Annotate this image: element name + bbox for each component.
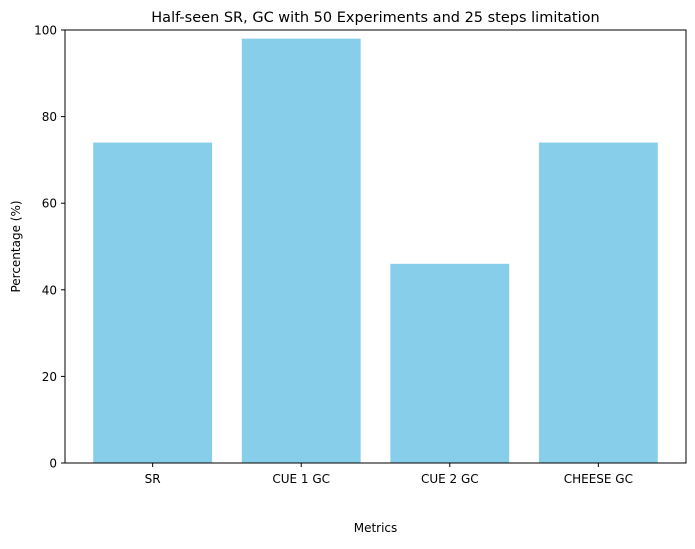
x-tick-label: CUE 1 GC — [272, 472, 330, 486]
x-tick-label: CHEESE GC — [564, 472, 633, 486]
bar-sr — [93, 142, 213, 463]
bar-cue-2-gc — [390, 263, 510, 463]
y-tick-label: 20 — [42, 370, 57, 384]
bars-layer — [93, 38, 658, 463]
bar-cue-1-gc — [241, 38, 361, 463]
x-tick-label: SR — [145, 472, 161, 486]
chart-title: Half-seen SR, GC with 50 Experiments and… — [151, 10, 599, 26]
bar-cheese-gc — [538, 142, 658, 463]
y-tick-label: 60 — [42, 197, 57, 211]
y-axis-label: Percentage (%) — [9, 200, 23, 292]
y-tick-label: 80 — [42, 110, 57, 124]
x-tick-label: CUE 2 GC — [421, 472, 479, 486]
y-tick-label: 100 — [34, 24, 57, 38]
x-axis-label: Metrics — [354, 521, 398, 535]
x-axis-ticks: SR CUE 1 GC CUE 2 GC CHEESE GC — [145, 463, 633, 486]
plot-area-frame — [64, 29, 687, 464]
y-tick-label: 0 — [49, 457, 57, 471]
y-tick-label: 40 — [42, 283, 57, 297]
y-axis-ticks: 0 20 40 60 80 100 — [34, 24, 65, 471]
